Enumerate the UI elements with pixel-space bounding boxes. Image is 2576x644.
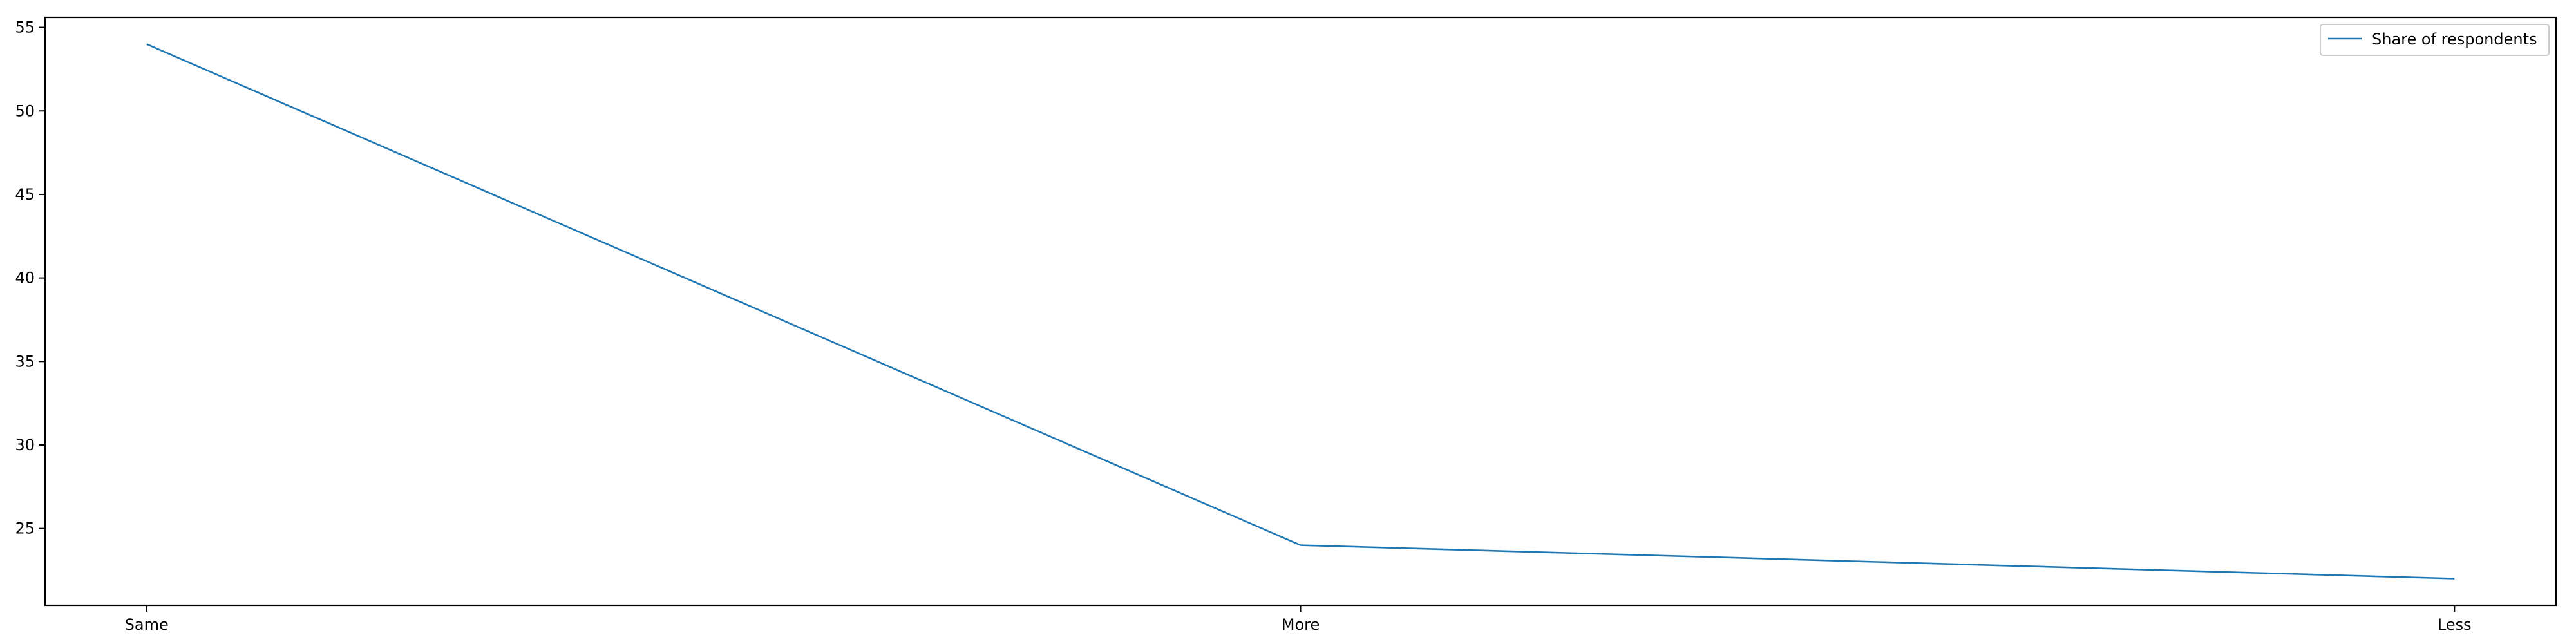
x-tick-label-more: More: [1282, 616, 1320, 634]
legend-box: [2320, 24, 2550, 56]
series-line-0: [146, 43, 2455, 580]
y-axis: 25 30 35 40 45 50 55: [15, 19, 45, 538]
y-tick-label-30: 30: [15, 436, 35, 454]
series-layer: [146, 43, 2455, 580]
legend: Share of respondents: [2320, 24, 2550, 56]
x-tick-label-same: Same: [125, 616, 169, 634]
y-tick-label-40: 40: [15, 269, 35, 287]
y-tick-label-55: 55: [15, 19, 35, 37]
y-tick-label-25: 25: [15, 520, 35, 538]
y-tick-label-50: 50: [15, 102, 35, 120]
x-tick-label-less: Less: [2438, 616, 2472, 634]
y-tick-label-35: 35: [15, 352, 35, 370]
y-tick-label-45: 45: [15, 185, 35, 204]
x-axis: Same More Less: [125, 605, 2472, 634]
plot-area-frame: [44, 16, 2557, 607]
legend-label-share-of-respondents: Share of respondents: [2372, 30, 2537, 48]
